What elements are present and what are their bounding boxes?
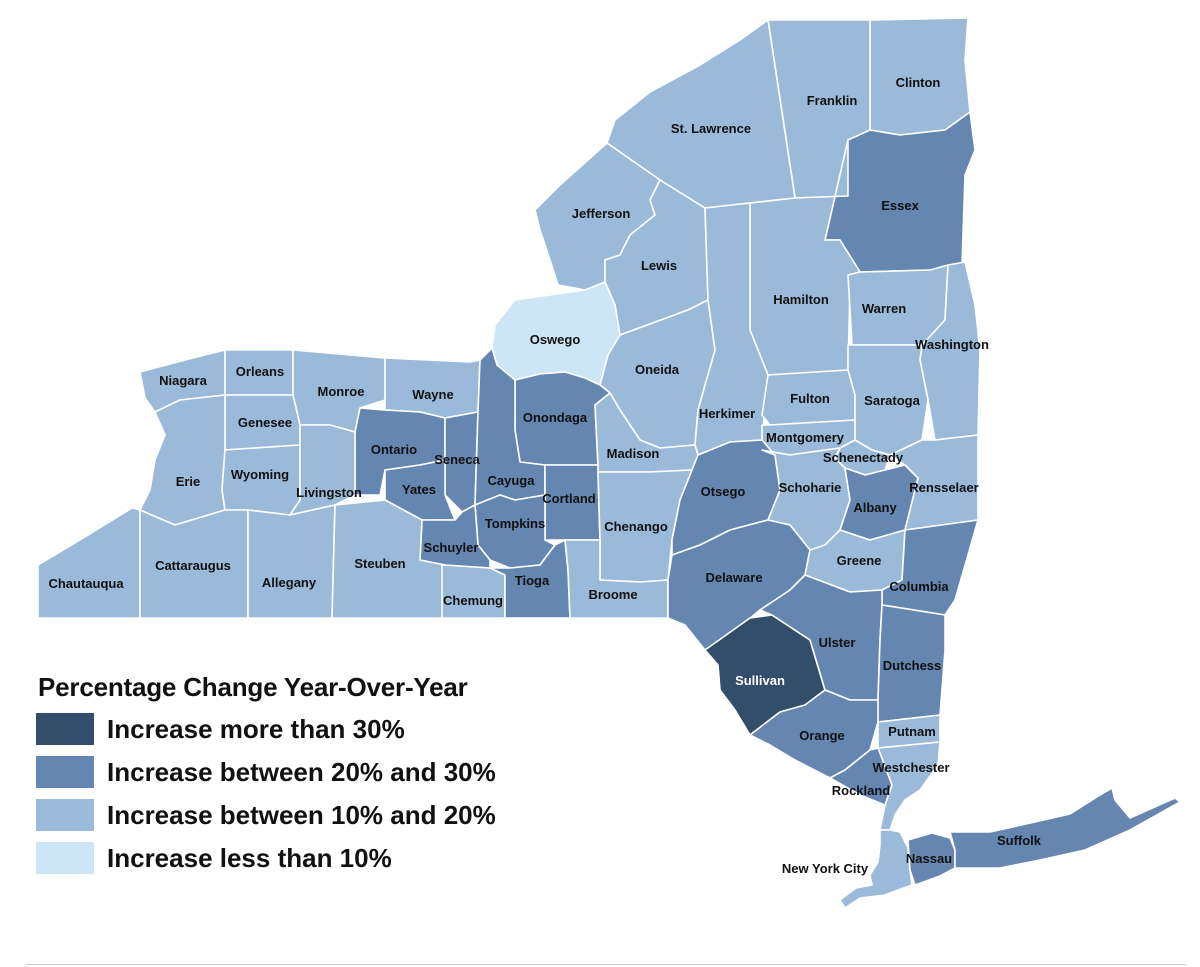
county-suffolk[interactable] <box>949 787 1181 869</box>
legend-item-lt10: Increase less than 10% <box>36 842 556 874</box>
legend-swatch <box>36 799 94 831</box>
legend-item-10to20: Increase between 10% and 20% <box>36 799 556 831</box>
county-livingston[interactable] <box>289 424 356 516</box>
county-wyoming[interactable] <box>221 444 301 516</box>
county-wayne[interactable] <box>384 357 481 419</box>
county-chemung[interactable] <box>441 564 506 619</box>
map-legend: Percentage Change Year-Over-Year Increas… <box>36 672 556 885</box>
county-fulton[interactable] <box>761 369 856 426</box>
county-dutchess[interactable] <box>877 604 946 723</box>
legend-label: Increase more than 30% <box>107 713 405 744</box>
county-rockland[interactable] <box>829 747 893 806</box>
county-columbia[interactable] <box>881 519 979 616</box>
county-cortland[interactable] <box>544 464 601 541</box>
county-clinton[interactable] <box>869 17 971 136</box>
county-nassau[interactable] <box>907 832 956 886</box>
county-orleans[interactable] <box>224 349 294 396</box>
county-cattaraugus[interactable] <box>139 509 249 619</box>
county-oswego[interactable] <box>491 281 621 386</box>
legend-label: Increase between 20% and 30% <box>107 756 496 787</box>
county-new-york-city[interactable] <box>839 829 913 909</box>
county-chautauqua[interactable] <box>37 507 141 619</box>
legend-swatch <box>36 842 94 874</box>
legend-swatch <box>36 756 94 788</box>
county-genesee[interactable] <box>224 394 301 451</box>
legend-item-20to30: Increase between 20% and 30% <box>36 756 556 788</box>
legend-label: Increase less than 10% <box>107 842 392 873</box>
bottom-divider <box>26 964 1186 965</box>
county-seneca[interactable] <box>444 411 479 513</box>
legend-swatch <box>36 713 94 745</box>
county-steuben[interactable] <box>331 499 446 619</box>
county-saratoga[interactable] <box>847 344 929 456</box>
county-allegany[interactable] <box>247 504 336 619</box>
legend-title: Percentage Change Year-Over-Year <box>38 672 468 702</box>
county-erie[interactable] <box>139 394 226 526</box>
legend-item-gt30: Increase more than 30% <box>36 713 556 745</box>
legend-label: Increase between 10% and 20% <box>107 799 496 830</box>
